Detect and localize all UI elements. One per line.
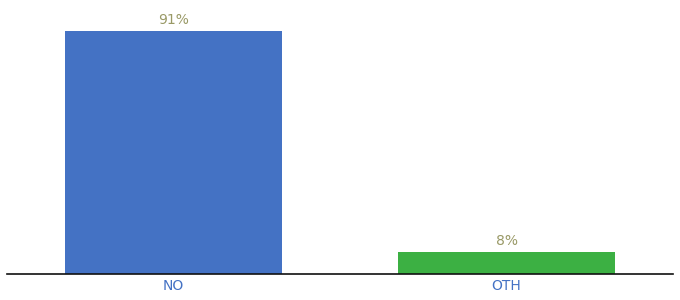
Bar	[398, 252, 615, 274]
Text: 8%: 8%	[496, 234, 517, 248]
Text: 91%: 91%	[158, 13, 189, 27]
Bar	[65, 31, 282, 274]
